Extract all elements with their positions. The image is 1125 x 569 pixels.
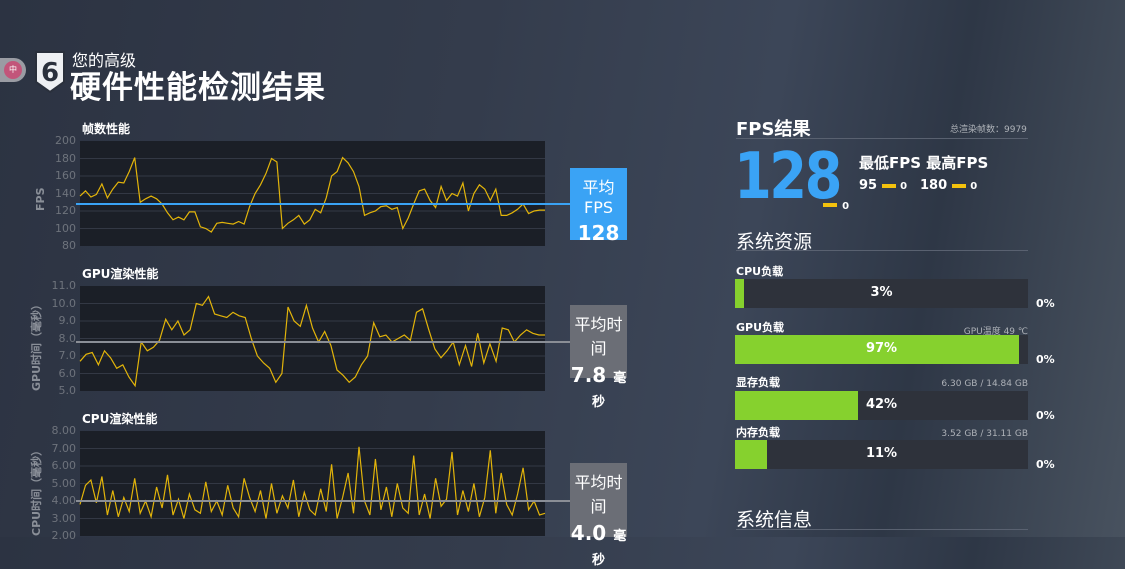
- resource-label: CPU负载: [736, 265, 784, 278]
- y-tick-label: 5.00: [51, 476, 77, 490]
- cpu_chart-label: CPU渲染性能: [82, 412, 158, 426]
- fps_chart-plot: [76, 141, 572, 246]
- resource-secondary: 0%: [1036, 458, 1055, 471]
- series-line: [79, 156, 545, 233]
- y-tick-label: 6.0: [58, 366, 77, 380]
- avg-gpu-time-box: 平均时间 7.8 毫秒: [570, 305, 627, 410]
- y-tick-label: 11.0: [51, 279, 77, 292]
- max-fps-value: 180: [920, 178, 948, 193]
- resource-bar-fill: [735, 391, 859, 420]
- avg-cpu-label: 平均时间: [574, 473, 623, 516]
- max-fps-label: 最高FPS: [926, 154, 989, 172]
- min-fps-label: 最低FPS: [859, 154, 922, 172]
- resource-bar: 11%: [735, 440, 1028, 469]
- avg-gpu-unit: 毫秒: [591, 371, 627, 410]
- y-tick-label: 9.0: [58, 314, 77, 327]
- cpu_chart-plot: [76, 431, 572, 536]
- avg-fps-value: 128: [577, 221, 620, 245]
- resource-secondary: 0%: [1036, 297, 1055, 310]
- divider: [736, 138, 1028, 139]
- resource-bar-fill: [735, 335, 1020, 364]
- y-tick-label: 10.0: [51, 296, 77, 310]
- level-badge-icon: 6: [35, 51, 65, 94]
- resource-secondary: 0%: [1036, 409, 1055, 422]
- avg-fps-big: 128: [734, 140, 842, 214]
- resource-info: 3.52 GB / 31.11 GB: [941, 429, 1028, 439]
- gpu_chart-plot: [76, 286, 572, 391]
- y-tick-label: 8.00: [51, 424, 77, 437]
- avg-fps-box: 平均FPS 128: [570, 168, 627, 245]
- avg-cpu-time-box: 平均时间 4.0 毫秒: [570, 463, 627, 568]
- divider: [736, 250, 1028, 251]
- svg-text:6: 6: [41, 58, 59, 88]
- resource-bar-fill: [735, 440, 768, 469]
- min-fps-small: 0: [900, 181, 908, 192]
- gpu_chart-label: GPU渲染性能: [82, 267, 159, 281]
- resource-bar: 97%: [735, 335, 1028, 364]
- avg-gpu-label: 平均时间: [574, 315, 623, 358]
- y-tick-label: 4.00: [51, 494, 77, 507]
- resource-label: 显存负载: [736, 376, 780, 389]
- y-tick-label: 140: [55, 186, 76, 200]
- resource-label: GPU负载: [736, 321, 785, 334]
- y-tick-label: 7.00: [51, 441, 77, 455]
- header-subtitle: 您的高级: [72, 51, 137, 70]
- resource-percent: 11%: [865, 446, 898, 461]
- min-fps-value: 95: [859, 178, 878, 193]
- resource-bar-fill: [735, 279, 744, 308]
- fps-bar: [951, 183, 966, 188]
- resource-info: 6.30 GB / 14.84 GB: [941, 379, 1028, 389]
- resources-title: 系统资源: [736, 231, 813, 253]
- max-fps-small: 0: [970, 181, 978, 192]
- resource-secondary: 0%: [1036, 353, 1055, 366]
- y-tick-label: 7.0: [58, 349, 77, 362]
- fps_chart-label: 帧数性能: [82, 122, 131, 136]
- resource-bar: 42%: [735, 391, 1028, 420]
- y-tick-label: 80: [62, 239, 76, 252]
- resource-percent: 42%: [865, 397, 898, 412]
- fps-bar: [823, 202, 837, 207]
- resource-percent: 97%: [865, 341, 898, 356]
- y-tick-label: 200: [55, 134, 76, 147]
- sysinfo-title: 系统信息: [736, 509, 813, 531]
- resource-percent: 3%: [870, 285, 893, 300]
- resource-label: 内存负载: [736, 426, 780, 439]
- divider: [736, 529, 1028, 530]
- resource-bar: 3%: [735, 279, 1028, 308]
- avg-cpu-value: 4.0: [570, 521, 607, 545]
- language-toggle[interactable]: 中: [0, 58, 26, 82]
- avg-fps-label: 平均FPS: [582, 178, 615, 217]
- y-tick-label: 120: [55, 204, 76, 217]
- total-frames: 总渲染帧数：9979: [950, 125, 1027, 135]
- y-tick-label: 8.0: [58, 331, 77, 345]
- language-icon: 中: [4, 61, 22, 79]
- y-tick-label: 3.00: [51, 511, 77, 525]
- y-tick-label: 100: [55, 221, 76, 235]
- y-tick-label: 6.00: [51, 459, 77, 472]
- avg-fps-small: 0: [842, 201, 850, 212]
- fps-bar: [881, 183, 896, 188]
- series-line: [79, 446, 546, 520]
- y-tick-label: 5.0: [58, 384, 77, 397]
- page-title: 硬件性能检测结果: [70, 70, 326, 106]
- y-tick-label: 180: [55, 151, 76, 165]
- y-tick-label: 160: [55, 169, 76, 182]
- fps-result-title: FPS结果: [736, 119, 811, 140]
- resource-info: GPU温度 49 ℃: [963, 327, 1028, 337]
- avg-gpu-value: 7.8: [570, 363, 607, 387]
